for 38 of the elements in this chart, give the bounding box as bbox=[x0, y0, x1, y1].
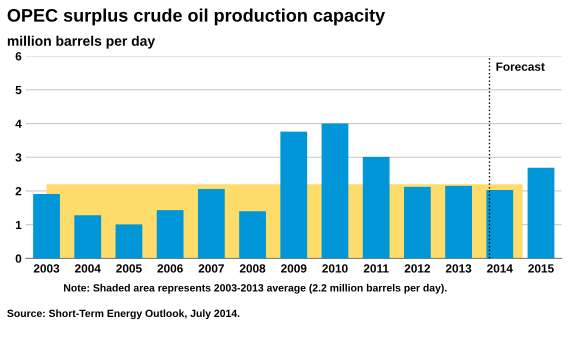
bar bbox=[362, 156, 390, 258]
y-tick-label: 0 bbox=[16, 254, 22, 263]
bar bbox=[239, 211, 266, 258]
x-tick-label: 2003 bbox=[34, 264, 60, 273]
y-tick-label: 5 bbox=[16, 86, 22, 94]
source-note: Source: Short-Term Energy Outlook, July 2014. bbox=[7, 309, 240, 320]
bar bbox=[445, 186, 472, 258]
x-tick-label: 2012 bbox=[404, 264, 430, 273]
bar bbox=[280, 132, 308, 258]
bar bbox=[116, 224, 142, 258]
bar bbox=[322, 124, 348, 258]
bar bbox=[33, 194, 60, 258]
y-tick-label: 1 bbox=[16, 220, 22, 229]
bar bbox=[528, 168, 554, 258]
x-tick-label: 2010 bbox=[322, 264, 348, 273]
x-tick-label: 2005 bbox=[116, 264, 142, 273]
bar bbox=[74, 215, 102, 258]
x-tick-label: 2007 bbox=[198, 264, 224, 273]
y-tick-label: 4 bbox=[15, 120, 22, 128]
y-tick-label: 6 bbox=[16, 52, 22, 60]
x-tick-label: 2009 bbox=[281, 264, 306, 273]
bar bbox=[486, 190, 514, 258]
x-tick-label: 2011 bbox=[364, 264, 389, 273]
x-tick-label: 2015 bbox=[528, 264, 554, 273]
ref-line-label: Forecast bbox=[496, 62, 545, 71]
x-tick-label: 2008 bbox=[240, 264, 266, 273]
x-tick-label: 2014 bbox=[487, 264, 513, 273]
bar bbox=[198, 188, 225, 258]
y-tick-label: 2 bbox=[16, 187, 22, 196]
chart-title: OPEC surplus crude oil production capacity bbox=[8, 8, 386, 26]
y-tick-label: 3 bbox=[15, 153, 22, 162]
bar bbox=[156, 210, 184, 258]
bar bbox=[404, 186, 431, 258]
text: Note: Shaded area represents 2003-2013 average (2.2 million barrels per day). bbox=[64, 284, 447, 294]
chart-subtitle: million barrels per day bbox=[8, 36, 156, 49]
x-tick-label: 2006 bbox=[157, 264, 183, 273]
x-tick-label: 2013 bbox=[446, 264, 472, 273]
x-tick-label: 2004 bbox=[75, 264, 101, 273]
